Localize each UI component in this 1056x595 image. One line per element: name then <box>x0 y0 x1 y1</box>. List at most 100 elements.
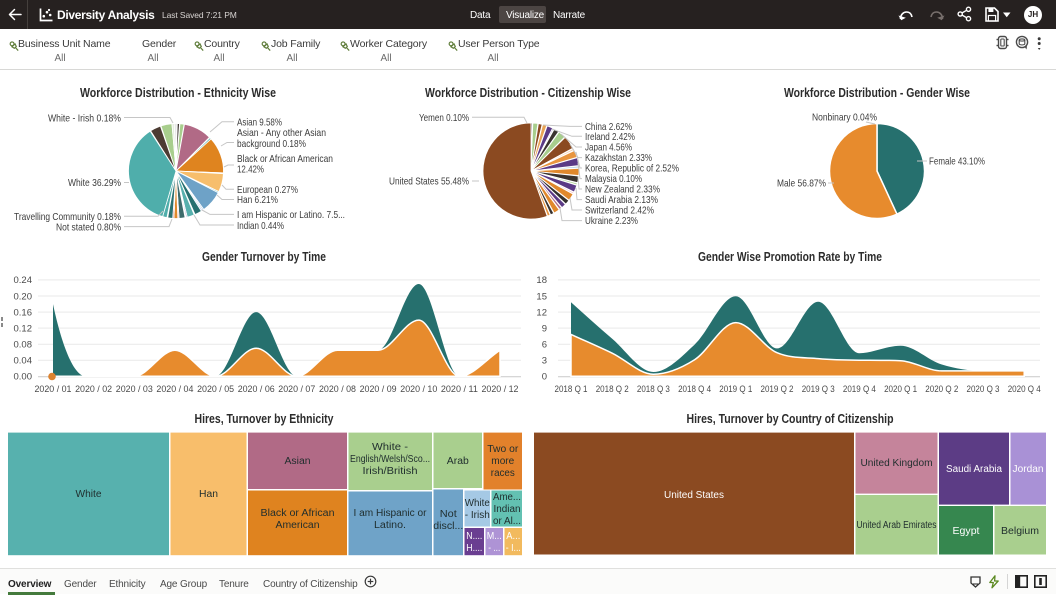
svg-text:Black or African: Black or African <box>261 508 335 519</box>
svg-text:White 36.29%: White 36.29% <box>68 177 121 189</box>
svg-text:2019 Q 1: 2019 Q 1 <box>719 384 752 395</box>
svg-text:2018 Q 3: 2018 Q 3 <box>637 384 670 395</box>
svg-text:Not: Not <box>440 509 457 520</box>
svg-text:2020 Q 3: 2020 Q 3 <box>967 384 1000 395</box>
svg-text:Workforce Distribution - Citiz: Workforce Distribution - Citizenship Wis… <box>425 86 631 100</box>
svg-text:12.42%: 12.42% <box>237 164 264 176</box>
svg-text:White - Irish 0.18%: White - Irish 0.18% <box>48 113 121 125</box>
svg-text:2018 Q 2: 2018 Q 2 <box>596 384 629 395</box>
svg-text:Gender Wise Promotion Rate by: Gender Wise Promotion Rate by Time <box>698 250 882 264</box>
svg-text:Asian 9.58%: Asian 9.58% <box>237 117 282 129</box>
svg-text:Gender Turnover by Time: Gender Turnover by Time <box>202 250 326 264</box>
svg-text:Kazakhstan 2.33%: Kazakhstan 2.33% <box>585 152 652 164</box>
svg-text:2020 Q 2: 2020 Q 2 <box>925 384 958 395</box>
svg-text:2020 / 02: 2020 / 02 <box>75 384 112 395</box>
svg-text:0.04: 0.04 <box>14 355 33 366</box>
svg-text:Two or: Two or <box>487 444 519 455</box>
svg-text:2020 / 01: 2020 / 01 <box>35 384 72 395</box>
svg-text:15: 15 <box>536 291 547 302</box>
svg-text:2020 Q 4: 2020 Q 4 <box>1008 384 1041 395</box>
svg-text:0.00: 0.00 <box>14 372 33 383</box>
svg-text:- I...: - I... <box>506 543 521 554</box>
svg-text:English/Welsh/Sco...: English/Welsh/Sco... <box>350 454 430 465</box>
svg-text:United Arab Emirates: United Arab Emirates <box>857 520 937 531</box>
svg-text:0.20: 0.20 <box>14 291 33 302</box>
svg-text:3: 3 <box>542 355 547 366</box>
svg-text:or Al...: or Al... <box>493 516 521 527</box>
svg-text:Not stated 0.80%: Not stated 0.80% <box>56 221 121 233</box>
svg-text:Ireland 2.42%: Ireland 2.42% <box>585 131 635 143</box>
svg-text:2020 / 04: 2020 / 04 <box>156 384 193 395</box>
svg-text:Hires, Turnover by Ethnicity: Hires, Turnover by Ethnicity <box>195 412 334 426</box>
svg-text:2019 Q 4: 2019 Q 4 <box>843 384 876 395</box>
svg-text:2020 / 09: 2020 / 09 <box>360 384 397 395</box>
svg-text:Male 56.87%: Male 56.87% <box>777 178 826 190</box>
svg-text:Han 6.21%: Han 6.21% <box>237 194 278 206</box>
svg-text:12: 12 <box>536 307 547 318</box>
svg-text:Arab: Arab <box>447 456 469 467</box>
svg-text:discl...: discl... <box>433 521 463 532</box>
svg-text:White: White <box>76 489 102 500</box>
svg-text:White: White <box>465 498 490 509</box>
svg-text:White -: White - <box>372 442 408 453</box>
svg-text:Asian: Asian <box>285 456 311 467</box>
svg-text:Egypt: Egypt <box>953 526 980 537</box>
svg-text:Switzerland 2.42%: Switzerland 2.42% <box>585 205 654 217</box>
svg-text:2020 / 08: 2020 / 08 <box>319 384 356 395</box>
svg-text:2020 / 12: 2020 / 12 <box>482 384 519 395</box>
svg-text:Japan 4.56%: Japan 4.56% <box>585 142 632 154</box>
svg-text:9: 9 <box>542 323 547 334</box>
svg-text:6: 6 <box>542 339 547 350</box>
svg-text:A...: A... <box>506 531 520 542</box>
svg-text:2018 Q 1: 2018 Q 1 <box>555 384 588 395</box>
svg-text:Saudi Arabia: Saudi Arabia <box>946 464 1002 475</box>
svg-text:Female 43.10%: Female 43.10% <box>929 156 985 168</box>
svg-text:0.12: 0.12 <box>14 323 33 334</box>
svg-text:2020 / 10: 2020 / 10 <box>400 384 437 395</box>
svg-text:2020 / 11: 2020 / 11 <box>441 384 478 395</box>
svg-text:2019 Q 2: 2019 Q 2 <box>761 384 794 395</box>
svg-text:Han: Han <box>199 489 218 500</box>
svg-text:N....: N.... <box>466 531 482 542</box>
svg-text:2020 / 07: 2020 / 07 <box>278 384 315 395</box>
svg-text:China 2.62%: China 2.62% <box>585 121 632 133</box>
svg-text:Workforce Distribution - Gende: Workforce Distribution - Gender Wise <box>784 86 970 100</box>
svg-text:2020 / 03: 2020 / 03 <box>116 384 153 395</box>
svg-text:Nonbinary 0.04%: Nonbinary 0.04% <box>812 111 877 123</box>
svg-text:I am Hispanic or Latino. 7.5..: I am Hispanic or Latino. 7.5... <box>237 209 345 221</box>
svg-text:Latino.: Latino. <box>374 520 406 531</box>
svg-text:I am Hispanic or: I am Hispanic or <box>354 508 428 519</box>
svg-text:Travelling Community 0.18%: Travelling Community 0.18% <box>14 211 121 223</box>
svg-text:Indian: Indian <box>494 504 521 515</box>
svg-text:2020 / 05: 2020 / 05 <box>197 384 234 395</box>
svg-text:Saudi Arabia 2.13%: Saudi Arabia 2.13% <box>585 194 658 206</box>
svg-text:0.24: 0.24 <box>14 275 33 286</box>
svg-text:Ame...: Ame... <box>493 492 521 503</box>
svg-text:- Irish: - Irish <box>465 510 490 521</box>
svg-text:New Zealand 2.33%: New Zealand 2.33% <box>585 184 660 196</box>
svg-text:Hires, Turnover by Country of: Hires, Turnover by Country of Citizenshi… <box>687 412 894 426</box>
svg-text:H....: H.... <box>466 543 482 554</box>
svg-text:2020 Q 1: 2020 Q 1 <box>884 384 917 395</box>
svg-text:Workforce Distribution - Ethni: Workforce Distribution - Ethnicity Wise <box>80 86 276 100</box>
svg-text:more: more <box>491 456 514 467</box>
svg-text:Yemen 0.10%: Yemen 0.10% <box>419 112 469 124</box>
svg-text:United Kingdom: United Kingdom <box>861 458 933 469</box>
svg-text:2018 Q 4: 2018 Q 4 <box>678 384 711 395</box>
svg-text:Indian 0.44%: Indian 0.44% <box>237 220 284 232</box>
svg-text:- ...: - ... <box>488 543 500 554</box>
svg-text:background 0.18%: background 0.18% <box>237 138 306 150</box>
svg-text:races: races <box>491 468 515 479</box>
svg-text:Malaysia 0.10%: Malaysia 0.10% <box>585 173 642 185</box>
svg-text:Irish/British: Irish/British <box>363 466 418 477</box>
svg-text:Belgium: Belgium <box>1001 526 1039 537</box>
svg-text:0.08: 0.08 <box>14 339 33 350</box>
svg-text:2019 Q 3: 2019 Q 3 <box>802 384 835 395</box>
svg-text:American: American <box>276 520 320 531</box>
svg-text:Korea, Republic of 2.52%: Korea, Republic of 2.52% <box>585 163 679 175</box>
svg-text:M...: M... <box>487 531 502 542</box>
svg-text:0.16: 0.16 <box>14 307 33 318</box>
svg-text:United States 55.48%: United States 55.48% <box>389 176 469 188</box>
svg-text:United States: United States <box>664 490 724 501</box>
svg-text:Jordan: Jordan <box>1013 464 1044 475</box>
